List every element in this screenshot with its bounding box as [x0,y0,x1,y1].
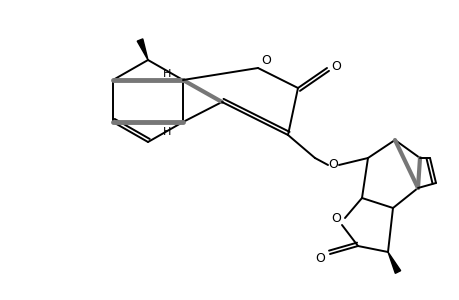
Text: O: O [314,253,324,266]
Polygon shape [387,252,400,273]
Text: O: O [327,158,337,170]
Polygon shape [137,39,148,60]
Text: O: O [330,212,340,226]
Text: O: O [330,59,340,73]
Text: O: O [261,55,270,68]
Text: H: H [162,69,171,79]
Text: H: H [162,127,171,137]
